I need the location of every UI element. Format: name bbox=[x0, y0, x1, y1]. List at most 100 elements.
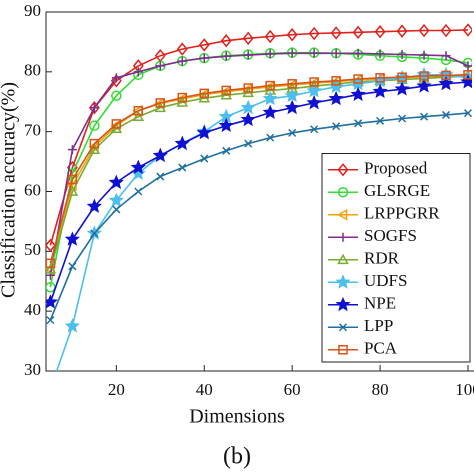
y-axis-label: Classification accuracy(%) bbox=[0, 82, 20, 298]
marker bbox=[68, 262, 77, 271]
y-tick-label: 30 bbox=[24, 360, 41, 379]
legend-label: PCA bbox=[364, 339, 398, 358]
marker bbox=[398, 114, 407, 123]
marker bbox=[310, 125, 319, 134]
marker bbox=[287, 48, 297, 58]
marker bbox=[64, 318, 80, 333]
x-tick-label: 20 bbox=[108, 380, 125, 399]
marker bbox=[89, 138, 100, 149]
marker bbox=[394, 81, 410, 96]
marker bbox=[90, 229, 99, 238]
legend-label: LRPPGRR bbox=[364, 204, 440, 223]
marker bbox=[221, 51, 231, 61]
marker bbox=[242, 31, 254, 46]
marker bbox=[331, 76, 341, 86]
marker bbox=[262, 90, 278, 106]
marker bbox=[397, 49, 407, 59]
marker bbox=[264, 29, 276, 44]
marker bbox=[376, 116, 385, 125]
marker bbox=[46, 238, 56, 253]
marker bbox=[332, 122, 341, 131]
marker bbox=[133, 67, 143, 77]
legend-label: RDR bbox=[364, 249, 400, 268]
legend-label: Proposed bbox=[364, 159, 428, 178]
marker bbox=[396, 24, 408, 38]
marker bbox=[45, 383, 56, 394]
y-tick-label: 80 bbox=[24, 61, 41, 80]
legend-label: LPP bbox=[364, 316, 393, 335]
marker bbox=[335, 274, 351, 289]
marker bbox=[46, 263, 57, 274]
marker bbox=[284, 99, 300, 115]
marker bbox=[353, 48, 363, 58]
marker bbox=[328, 90, 344, 106]
marker bbox=[309, 48, 319, 58]
marker bbox=[152, 147, 168, 163]
marker bbox=[110, 74, 122, 88]
marker bbox=[266, 133, 275, 142]
marker bbox=[243, 83, 253, 93]
plot-frame bbox=[45, 11, 474, 372]
marker bbox=[243, 50, 253, 60]
marker bbox=[462, 23, 472, 37]
marker bbox=[199, 88, 209, 99]
marker bbox=[155, 61, 165, 71]
marker bbox=[130, 165, 146, 180]
marker bbox=[331, 48, 341, 58]
marker bbox=[155, 98, 166, 108]
marker bbox=[240, 111, 256, 127]
marker bbox=[353, 74, 363, 84]
marker bbox=[89, 103, 99, 113]
x-axis-label: Dimensions bbox=[189, 406, 285, 428]
marker bbox=[88, 101, 100, 115]
marker bbox=[112, 205, 121, 214]
marker bbox=[440, 23, 452, 38]
marker bbox=[89, 120, 100, 131]
marker bbox=[397, 72, 407, 82]
marker bbox=[306, 94, 322, 110]
marker bbox=[111, 73, 121, 83]
plot-area bbox=[45, 23, 472, 394]
marker bbox=[284, 87, 300, 103]
marker bbox=[286, 28, 298, 42]
marker bbox=[176, 42, 188, 56]
caption: (b) bbox=[223, 444, 251, 470]
y-tick-label: 40 bbox=[24, 300, 41, 319]
marker bbox=[178, 163, 187, 172]
marker bbox=[372, 83, 388, 98]
marker bbox=[244, 139, 253, 148]
marker bbox=[111, 119, 122, 129]
marker bbox=[375, 49, 385, 59]
marker bbox=[460, 74, 472, 89]
marker bbox=[133, 105, 144, 116]
marker bbox=[46, 316, 55, 325]
marker bbox=[46, 294, 58, 309]
marker bbox=[337, 163, 349, 177]
y-tick-label: 70 bbox=[24, 121, 41, 140]
marker bbox=[416, 78, 432, 93]
marker bbox=[306, 83, 322, 98]
marker bbox=[108, 174, 124, 190]
marker bbox=[174, 135, 190, 151]
marker bbox=[222, 146, 231, 155]
x-tick-label: 100 bbox=[455, 380, 474, 399]
marker bbox=[196, 124, 212, 140]
marker bbox=[419, 50, 429, 60]
marker bbox=[88, 143, 101, 154]
legend-label: UDFS bbox=[364, 271, 407, 290]
marker bbox=[199, 53, 209, 63]
marker bbox=[350, 86, 366, 101]
marker bbox=[156, 172, 165, 181]
legend-label: NPE bbox=[364, 294, 396, 313]
marker bbox=[198, 38, 210, 52]
marker bbox=[438, 75, 454, 91]
legend-label: GLSRGE bbox=[364, 181, 430, 200]
marker bbox=[218, 117, 234, 133]
marker bbox=[418, 23, 430, 38]
marker bbox=[375, 73, 385, 83]
x-tick-label: 40 bbox=[196, 380, 213, 399]
marker bbox=[337, 187, 349, 198]
marker bbox=[111, 90, 122, 102]
x-tick-label: 80 bbox=[372, 380, 389, 399]
